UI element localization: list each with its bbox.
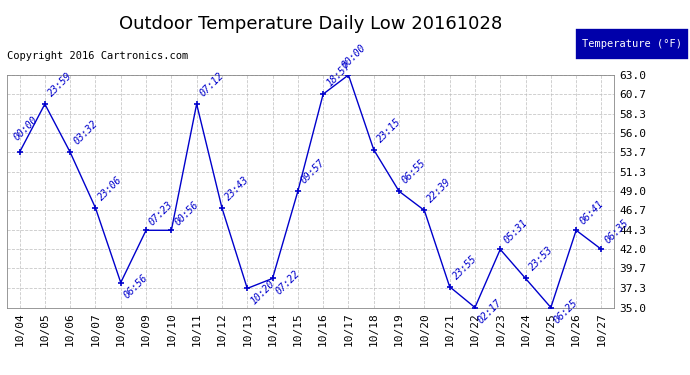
Text: 06:56: 06:56 xyxy=(122,273,150,301)
Text: Copyright 2016 Cartronics.com: Copyright 2016 Cartronics.com xyxy=(7,51,188,61)
Text: 05:31: 05:31 xyxy=(502,217,529,245)
Text: 00:00: 00:00 xyxy=(12,114,40,142)
Text: 07:23: 07:23 xyxy=(148,199,175,227)
Text: 02:17: 02:17 xyxy=(476,298,504,326)
Text: 03:32: 03:32 xyxy=(72,118,99,146)
Text: 07:22: 07:22 xyxy=(274,269,302,297)
Text: 18:57: 18:57 xyxy=(324,60,353,88)
Text: 23:55: 23:55 xyxy=(451,253,479,281)
Text: 23:06: 23:06 xyxy=(97,174,125,202)
Text: 23:53: 23:53 xyxy=(527,245,555,273)
Text: 00:00: 00:00 xyxy=(339,43,368,71)
Text: 23:43: 23:43 xyxy=(224,174,251,202)
Text: 23:15: 23:15 xyxy=(375,116,403,144)
Text: 09:57: 09:57 xyxy=(299,158,327,185)
Text: Temperature (°F): Temperature (°F) xyxy=(582,39,682,49)
Text: 00:56: 00:56 xyxy=(172,199,201,227)
Text: 06:25: 06:25 xyxy=(552,298,580,326)
Text: 23:59: 23:59 xyxy=(46,70,74,98)
Text: 06:41: 06:41 xyxy=(578,198,605,226)
Text: Outdoor Temperature Daily Low 20161028: Outdoor Temperature Daily Low 20161028 xyxy=(119,15,502,33)
Text: 10:20: 10:20 xyxy=(248,279,277,307)
Text: 06:55: 06:55 xyxy=(400,158,428,185)
Text: 06:35: 06:35 xyxy=(603,217,631,245)
Text: 22:39: 22:39 xyxy=(426,177,453,204)
Text: 07:12: 07:12 xyxy=(198,70,226,98)
